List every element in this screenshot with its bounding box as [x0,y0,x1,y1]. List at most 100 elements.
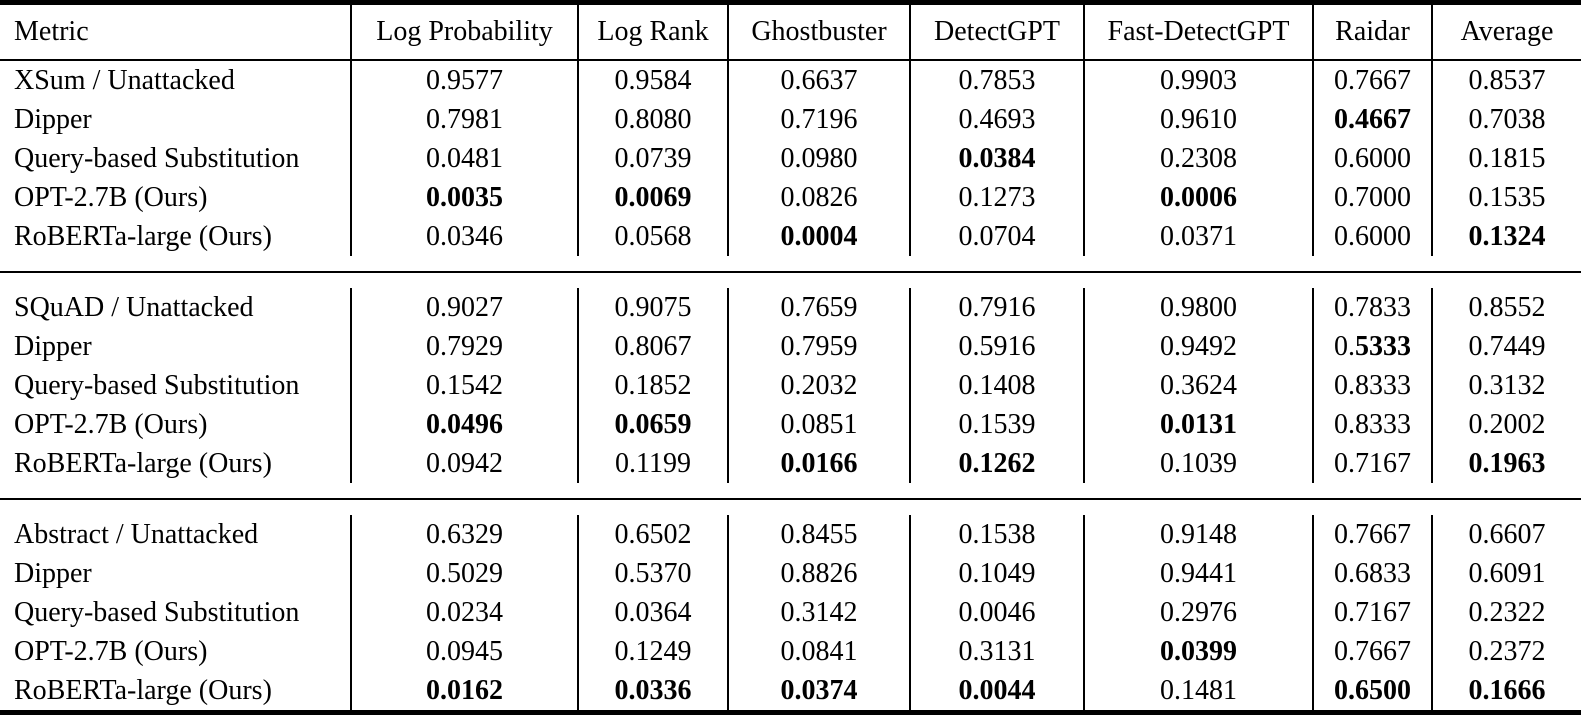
table-row: OPT-2.7B (Ours) 0.0945 0.1249 0.0841 0.3131 0… [0,632,1581,671]
row-label: RoBERTa-large (Ours) [14,448,272,479]
value-cell: 0.0346 [350,217,577,256]
value-cell: 0.1815 [1431,139,1581,178]
value-cell: 0.0006 [1083,178,1312,217]
value-cell: 0.7667 [1312,61,1431,100]
value-cell: 0.3624 [1083,366,1312,405]
value-cell: 0.0162 [350,671,577,710]
value-bold-part: 5333 [1355,331,1411,362]
value-cell: 0.6500 [1312,671,1431,710]
value-cell: 0.9610 [1083,100,1312,139]
table-row: SQuAD / Unattacked 0.9027 0.9075 0.7659 0.79… [0,288,1581,327]
table-group-xsum: XSum / Unattacked 0.9577 0.9584 0.6637 0.785… [0,61,1581,256]
value-cell: 0.8537 [1431,61,1581,100]
table-row: Query-based Substitution 0.1542 0.1852 0.20… [0,366,1581,405]
value-cell: 0.0496 [350,405,577,444]
value-cell: 0.0841 [727,632,909,671]
value-cell: 0.8067 [577,327,727,366]
column-header-detectgpt: DetectGPT [909,5,1083,59]
value-cell: 0.1039 [1083,444,1312,483]
table-row: Abstract / Unattacked 0.6329 0.6502 0.8455 0… [0,515,1581,554]
value-cell: 0.1262 [909,444,1083,483]
value-cell: 0.1049 [909,554,1083,593]
value-cell: 0.0568 [577,217,727,256]
value-cell: 0.3131 [909,632,1083,671]
table-row: RoBERTa-large (Ours) 0.0162 0.0336 0.0374 0.… [0,671,1581,710]
value-cell: 0.6607 [1431,515,1581,554]
header-bottom-rule [0,59,1581,61]
value-cell: 0.0739 [577,139,727,178]
value-cell: 0.7916 [909,288,1083,327]
row-label: SQuAD / Unattacked [14,292,254,323]
value-cell: 0.0371 [1083,217,1312,256]
row-label: RoBERTa-large (Ours) [14,675,272,706]
value-cell: 0.6502 [577,515,727,554]
value-cell: 0.9903 [1083,61,1312,100]
value-cell: 0.7981 [350,100,577,139]
value-normal-part: 0. [1334,331,1355,362]
value-cell: 0.7959 [727,327,909,366]
value-cell: 0.8080 [577,100,727,139]
value-cell: 0.0851 [727,405,909,444]
value-cell: 0.1199 [577,444,727,483]
value-cell: 0.3132 [1431,366,1581,405]
value-cell: 0.1249 [577,632,727,671]
value-cell: 0.2308 [1083,139,1312,178]
value-cell: 0.0046 [909,593,1083,632]
value-cell: 0.9584 [577,61,727,100]
value-cell: 0.6833 [1312,554,1431,593]
column-header-fast-detectgpt: Fast-DetectGPT [1083,5,1312,59]
value-cell: 0.7000 [1312,178,1431,217]
value-cell: 0.0942 [350,444,577,483]
table-row: OPT-2.7B (Ours) 0.0035 0.0069 0.0826 0.1273 0… [0,178,1581,217]
value-cell: 0.9577 [350,61,577,100]
value-cell: 0.0234 [350,593,577,632]
value-cell: 0.0336 [577,671,727,710]
table-row: Dipper 0.7929 0.8067 0.7959 0.5916 0.9492 0.53… [0,327,1581,366]
value-cell: 0.9075 [577,288,727,327]
value-cell: 0.0166 [727,444,909,483]
row-label: Query-based Substitution [14,370,300,401]
value-cell: 0.0704 [909,217,1083,256]
value-cell: 0.0035 [350,178,577,217]
value-cell: 0.0131 [1083,405,1312,444]
table-group-abstract: Abstract / Unattacked 0.6329 0.6502 0.8455 0… [0,515,1581,710]
group-separator [0,256,1581,288]
value-cell: 0.5916 [909,327,1083,366]
table-row: RoBERTa-large (Ours) 0.0346 0.0568 0.0004 0.… [0,217,1581,256]
value-cell: 0.7038 [1431,100,1581,139]
value-cell: 0.9027 [350,288,577,327]
value-cell: 0.9492 [1083,327,1312,366]
table-header-row: Metric Log Probability Log Rank Ghostbus… [0,5,1581,59]
row-label: OPT-2.7B (Ours) [14,409,208,440]
value-cell: 0.6000 [1312,139,1431,178]
value-cell: 0.1963 [1431,444,1581,483]
table-row: XSum / Unattacked 0.9577 0.9584 0.6637 0.785… [0,61,1581,100]
column-header-log-rank: Log Rank [577,5,727,59]
column-header-average: Average [1431,5,1581,59]
value-cell: 0.1538 [909,515,1083,554]
value-cell: 0.9148 [1083,515,1312,554]
table-group-squad: SQuAD / Unattacked 0.9027 0.9075 0.7659 0.79… [0,288,1581,483]
value-cell: 0.1273 [909,178,1083,217]
row-label: XSum / Unattacked [14,65,235,96]
value-cell: 0.1666 [1431,671,1581,710]
value-cell: 0.1542 [350,366,577,405]
value-cell: 0.0399 [1083,632,1312,671]
column-header-raidar: Raidar [1312,5,1431,59]
row-label: OPT-2.7B (Ours) [14,182,208,213]
table-row: Dipper 0.5029 0.5370 0.8826 0.1049 0.9441 0.68… [0,554,1581,593]
value-cell: 0.6637 [727,61,909,100]
value-cell: 0.0384 [909,139,1083,178]
value-cell: 0.9800 [1083,288,1312,327]
value-cell: 0.7167 [1312,444,1431,483]
value-cell: 0.6329 [350,515,577,554]
row-label: Dipper [14,558,92,589]
value-cell: 0.0826 [727,178,909,217]
value-cell: 0.6091 [1431,554,1581,593]
value-cell: 0.4667 [1312,100,1431,139]
table-row: Query-based Substitution 0.0481 0.0739 0.09… [0,139,1581,178]
value-cell: 0.2372 [1431,632,1581,671]
value-cell: 0.9441 [1083,554,1312,593]
row-label: OPT-2.7B (Ours) [14,636,208,667]
value-cell: 0.2032 [727,366,909,405]
